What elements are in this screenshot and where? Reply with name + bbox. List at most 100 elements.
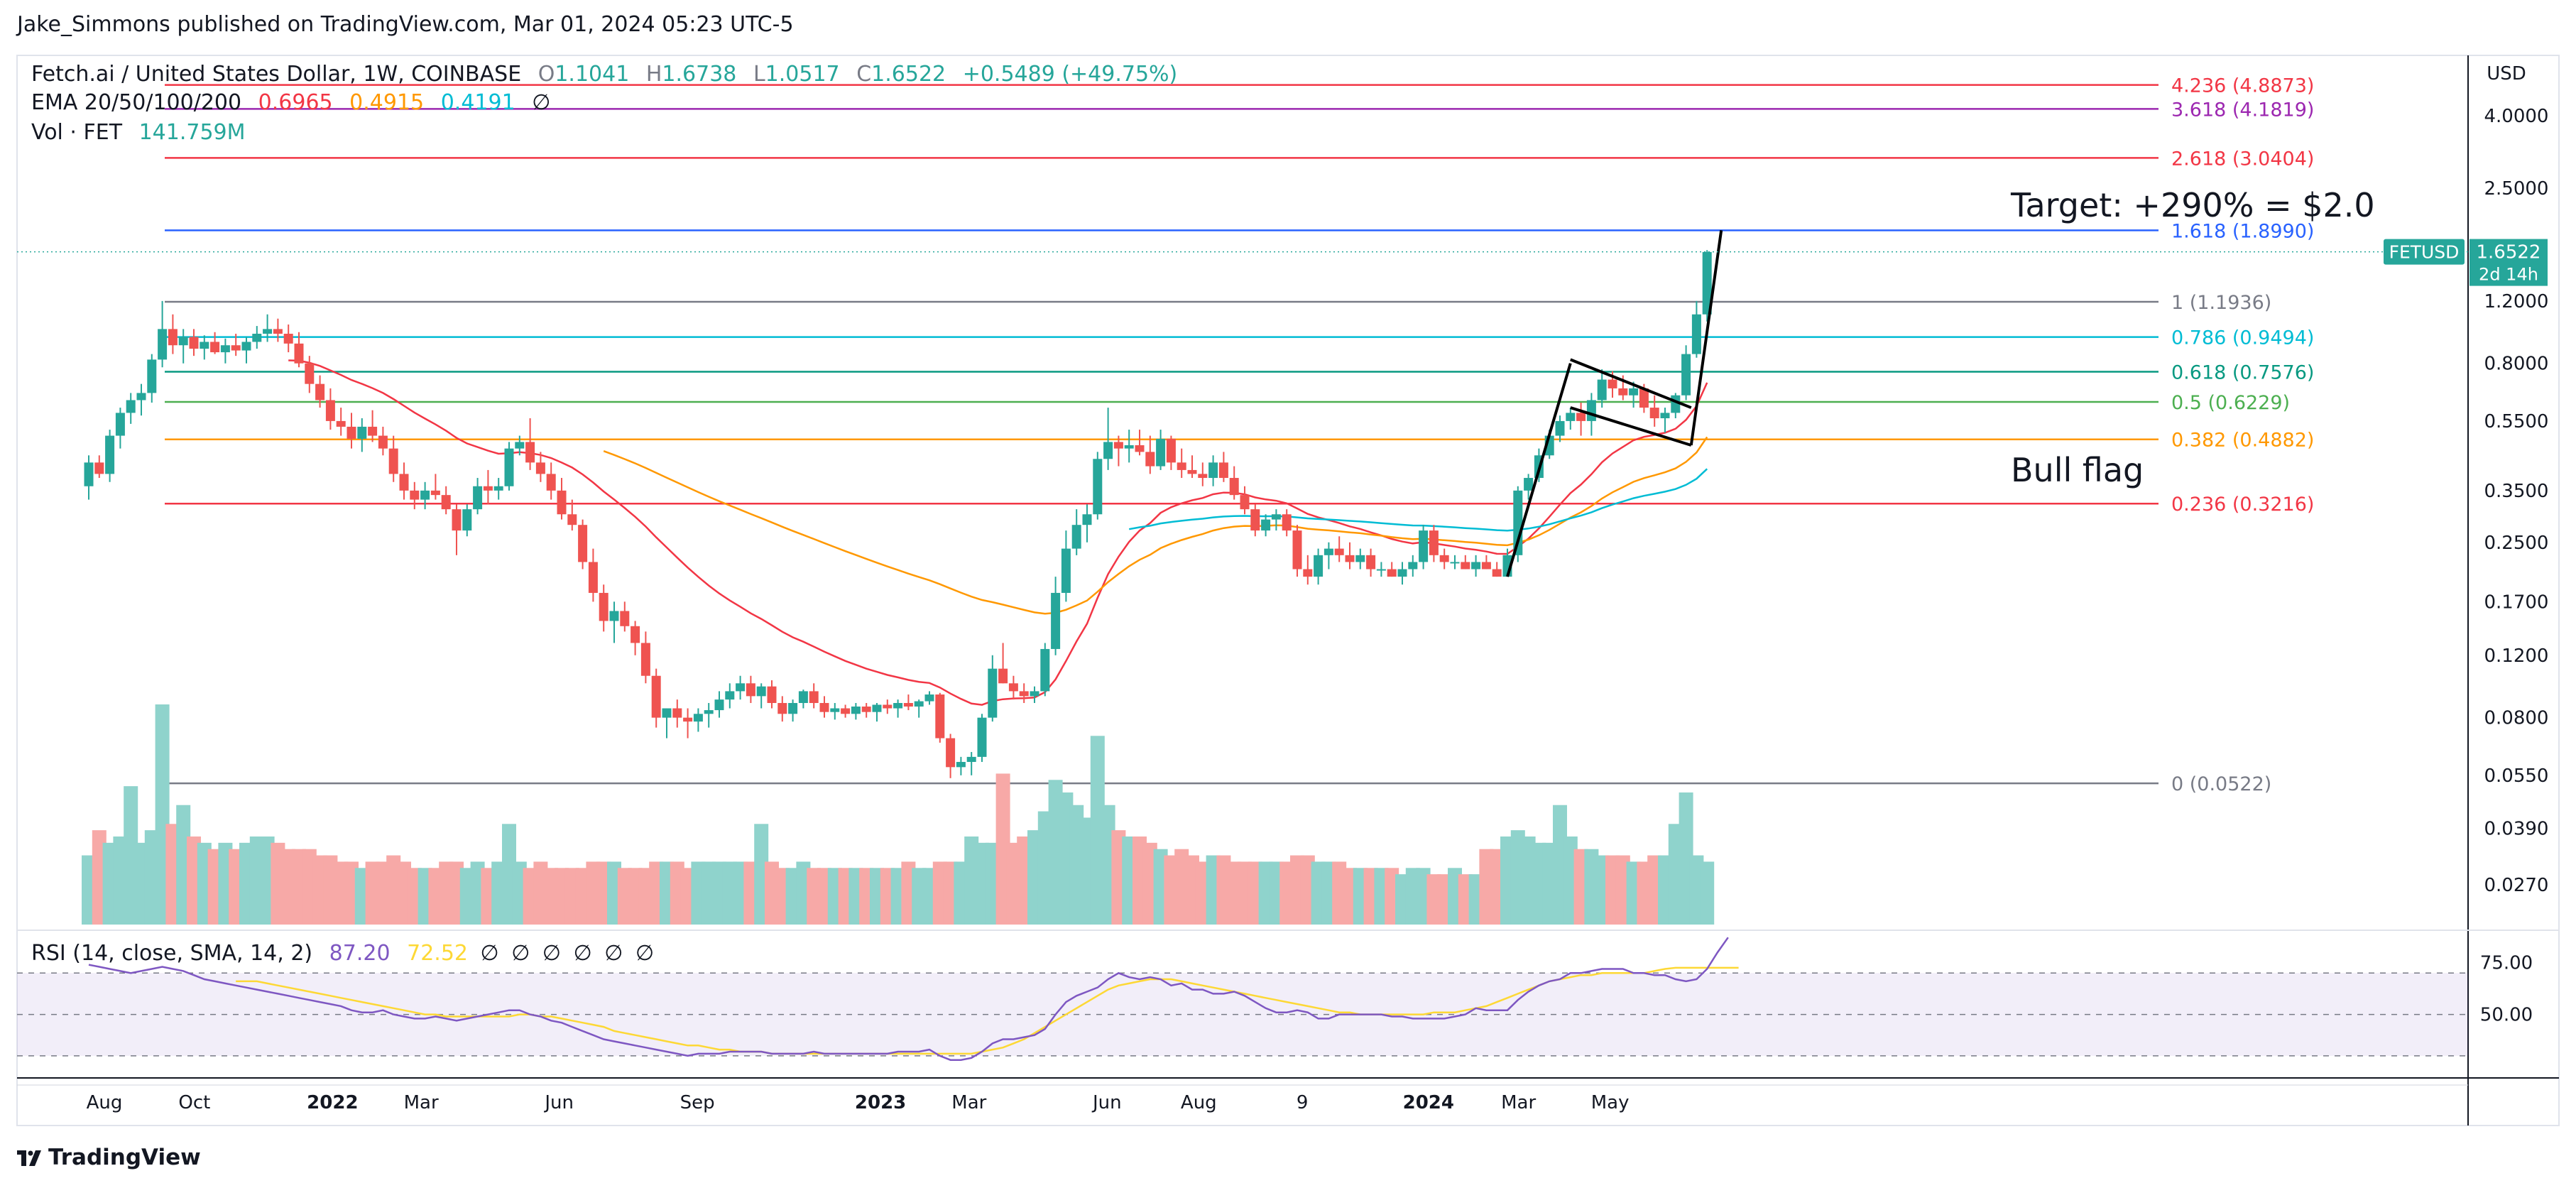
candle-body [631,626,640,643]
candle-body [672,708,682,718]
price-tick-7: 0.1700 [2484,592,2549,613]
price-tick-12: 0.0270 [2484,875,2549,896]
time-tick-8: Jun [1091,1092,1122,1113]
candle-body [231,345,241,351]
time-tick-10: 9 [1297,1092,1309,1113]
candle-body [410,490,420,500]
candle-body [1439,555,1449,562]
tradingview-brand: TradingView [48,1145,201,1170]
time-tick-7: Mar [951,1092,986,1113]
candlesticks[interactable] [84,250,1712,778]
candle-body [1187,469,1197,474]
candle-body [1156,438,1166,467]
candle-body [1366,555,1376,570]
candle-body [84,462,94,486]
flag-pole-line [1506,363,1572,577]
symbol-legend[interactable]: Fetch.ai / United States Dollar, 1W, COI… [31,62,1177,87]
symbol-title[interactable]: Fetch.ai / United States Dollar, 1W, COI… [31,62,522,87]
candle-body [1071,525,1081,549]
price-tick-9: 0.0800 [2484,708,2549,729]
candle-body [767,686,777,703]
candle-body [273,329,283,334]
time-tick-0: Aug [87,1092,123,1113]
candle-body [956,761,966,768]
ema-label[interactable]: EMA 20/50/100/200 [31,90,242,115]
tradingview-logo[interactable]: TradingView [17,1145,201,1170]
candle-body [872,704,882,712]
candle-body [1355,555,1365,562]
fib-label-9: 0.236 (0.3216) [2171,494,2314,516]
candle-body [966,756,976,762]
time-tick-9: Aug [1181,1092,1217,1113]
candle-body [1513,490,1523,555]
rsi-pane[interactable] [17,937,2468,1061]
candle-body [1702,251,1712,315]
candle-body [1082,514,1092,525]
candle-body [1166,438,1176,463]
candle-body [189,337,199,349]
candle-body [1481,562,1491,570]
candle-body [1376,569,1386,571]
price-tick-11: 0.0390 [2484,818,2549,839]
candle-body [1051,592,1061,649]
candle-body [305,363,315,384]
candle-body [1408,562,1418,570]
candle-body [988,668,998,718]
rsi-line [88,937,1729,1061]
ema200-value: ∅ [532,90,551,115]
candle-body [325,400,335,421]
volume-label[interactable]: Vol · FET [31,120,123,145]
target-annotation: Target: +290% = $2.0 [2010,186,2375,224]
candle-body [851,706,861,714]
candle-body [1419,530,1429,562]
open-label: O [537,62,555,87]
candle-body [105,435,115,474]
candle-body [557,490,567,515]
candle-body [977,717,987,757]
price-tick-6: 0.2500 [2484,533,2549,554]
candle-body [640,643,650,676]
ema50-line [603,436,1708,615]
rsi-na-0: ∅ [480,941,499,966]
candle-body [368,426,378,436]
candle-body [935,694,945,739]
candle-body [1218,462,1228,479]
candle-body [1061,548,1071,593]
fib-retracement[interactable]: 4.236 (4.8873)3.618 (4.1819) 2.618 (3.040… [165,75,2314,796]
last-price-value: 1.6522 [2477,242,2541,263]
flag-upper-line [1570,358,1692,409]
candle-body [462,509,472,531]
drawings[interactable]: Target: +290% = $2.0 Bull flag [1506,186,2375,577]
candle-body [515,442,525,449]
candle-body [998,668,1008,684]
candle-body [1618,388,1628,396]
candle-body [914,701,924,707]
candle-body [1019,691,1029,697]
ema20-value: 0.6965 [258,90,333,115]
candle-body [746,683,755,697]
ema-legend[interactable]: EMA 20/50/100/200 0.6965 0.4915 0.4191 ∅ [31,91,550,115]
volume-legend[interactable]: Vol · FET 141.759M [31,121,246,145]
ema-lines [288,359,1708,706]
candle-body [1629,388,1639,396]
candle-body [798,691,808,703]
ema100-line [1128,468,1708,532]
candle-body [399,474,409,491]
candle-body [704,710,714,714]
high-label: H [645,62,662,87]
candle-body [578,525,588,562]
rsi-na-2: ∅ [542,941,562,966]
volume-value: 141.759M [138,120,246,145]
candle-body [388,448,398,474]
rsi-label[interactable]: RSI (14, close, SMA, 14, 2) [31,941,313,966]
target-projection-line [1689,230,1723,446]
axes: USD 4.0000 2.5000 1.2000 0.8000 0.5500 0.3500 0… [87,63,2549,1113]
time-tick-4: Jun [543,1092,574,1113]
candle-body [473,486,483,510]
candle-body [1303,569,1313,577]
last-price-tag [2469,239,2548,286]
low-label: L [753,62,765,87]
fib-label-1: 3.618 (4.1819) [2171,99,2314,121]
rsi-legend[interactable]: RSI (14, close, SMA, 14, 2) 87.20 72.52 … [31,942,654,966]
